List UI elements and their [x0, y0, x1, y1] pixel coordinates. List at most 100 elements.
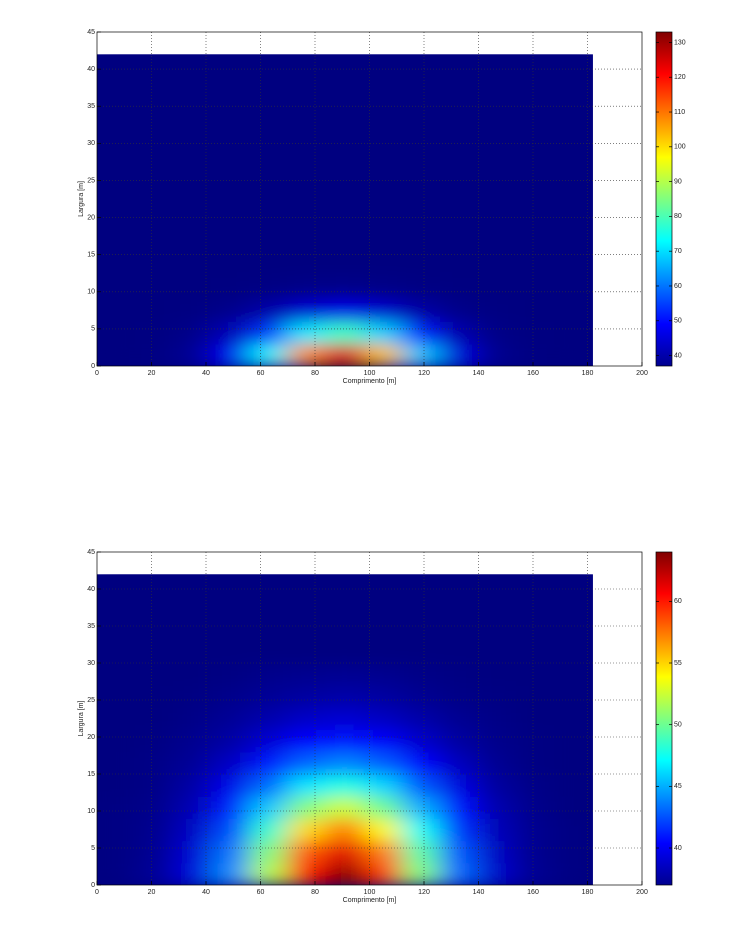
heatmap-cell	[287, 254, 327, 278]
heatmap-cell	[172, 76, 212, 100]
heatmap-cell	[478, 231, 518, 256]
heatmap-cell	[401, 706, 441, 731]
heatmap-cell	[210, 209, 251, 233]
heatmap-cell	[478, 817, 518, 842]
heatmap-cell	[325, 684, 365, 708]
heatmap-cell	[478, 298, 518, 322]
heatmap-cell	[134, 187, 174, 211]
x-tick-label: 140	[473, 889, 485, 896]
heatmap-cell	[363, 320, 403, 345]
heatmap-cell	[134, 120, 174, 144]
heatmap-cell	[401, 343, 441, 367]
heatmap-cell	[249, 54, 289, 78]
heatmap-cell	[134, 706, 174, 731]
heatmap-cell	[554, 751, 593, 775]
heatmap-cell	[325, 729, 365, 753]
y-tick-label: 10	[87, 808, 95, 815]
heatmap-cell	[172, 343, 212, 367]
heatmap-cell	[287, 574, 327, 597]
heatmap-cell	[249, 120, 289, 144]
heatmap-cell	[363, 54, 403, 78]
heatmap-cell	[134, 165, 174, 189]
heatmap-cell	[516, 142, 556, 167]
heatmap-cell	[210, 840, 251, 864]
heatmap-cell	[478, 862, 518, 885]
heatmap-cell	[478, 254, 518, 278]
heatmap-cell	[97, 165, 136, 189]
heatmap-cell	[439, 98, 479, 122]
heatmap-cell	[554, 209, 593, 233]
heatmap-cell	[554, 343, 593, 367]
x-tick-label: 0	[95, 889, 99, 896]
colorbar-tick-label: 90	[674, 178, 682, 185]
heatmap-cell	[401, 751, 441, 775]
heatmap-cell	[478, 343, 518, 367]
heatmap-cell	[554, 54, 593, 78]
heatmap-cell	[439, 120, 479, 144]
heatmap-cell	[439, 729, 479, 753]
heatmap-cell	[210, 98, 251, 122]
heatmap-cell	[172, 706, 212, 731]
heatmap-cell	[516, 187, 556, 211]
heatmap-cell	[554, 187, 593, 211]
heatmap-cell	[249, 187, 289, 211]
x-tick-label: 60	[257, 370, 265, 377]
heatmap-cell	[401, 276, 441, 300]
heatmap-cell	[554, 640, 593, 664]
heatmap-cell	[439, 662, 479, 686]
x-tick-label: 200	[636, 370, 648, 377]
heatmap-cell	[134, 729, 174, 753]
heatmap-cell	[401, 120, 441, 144]
heatmap-cell	[210, 298, 251, 322]
heatmap-cell	[287, 773, 327, 797]
heatmap-cell	[172, 209, 212, 233]
heatmap-cell	[134, 574, 174, 597]
heatmap-cell	[401, 187, 441, 211]
colorbar-tick-label: 120	[674, 74, 686, 81]
heatmap-cell	[363, 165, 403, 189]
heatmap-cell	[172, 276, 212, 300]
heatmap-cell	[134, 662, 174, 686]
heatmap-cell	[325, 817, 365, 842]
heatmap-cell	[210, 795, 251, 819]
x-tick-label: 120	[418, 889, 430, 896]
heatmap-cell	[287, 817, 327, 842]
heatmap-cell	[210, 640, 251, 664]
heatmap-cell	[249, 706, 289, 731]
y-tick-label: 5	[91, 326, 95, 333]
heatmap-cell	[401, 142, 441, 167]
heatmap-cell	[363, 574, 403, 597]
heatmap-cell	[325, 187, 365, 211]
heatmap-cell	[363, 187, 403, 211]
axes-frame	[96, 31, 643, 367]
heatmap-cell	[249, 662, 289, 686]
heatmap-cell	[172, 98, 212, 122]
heatmap-cell	[516, 751, 556, 775]
heatmap-cell	[249, 209, 289, 233]
heatmap-cell	[172, 684, 212, 708]
axes-frame	[96, 551, 643, 886]
heatmap-cell	[439, 706, 479, 731]
heatmap-cell	[287, 142, 327, 167]
heatmap-cell	[287, 209, 327, 233]
heatmap-cell	[363, 209, 403, 233]
heatmap-cell	[287, 840, 327, 864]
heatmap-cell	[554, 142, 593, 167]
heatmap-cell	[478, 165, 518, 189]
heatmap-cell	[249, 142, 289, 167]
heatmap-cells	[97, 574, 593, 885]
y-tick-label: 35	[87, 623, 95, 630]
heatmap-cells	[97, 54, 593, 367]
heatmap-cell	[210, 618, 251, 642]
heatmap-cell	[172, 862, 212, 885]
heatmap-cell	[516, 640, 556, 664]
heatmap-cell	[97, 276, 136, 300]
heatmap-cell	[287, 662, 327, 686]
heatmap-cell	[134, 254, 174, 278]
heatmap-cell	[516, 54, 556, 78]
heatmap-cell	[97, 662, 136, 686]
heatmap-cell	[401, 209, 441, 233]
heatmap-cell	[439, 862, 479, 885]
heatmap-cell	[516, 298, 556, 322]
heatmap-cell	[210, 76, 251, 100]
